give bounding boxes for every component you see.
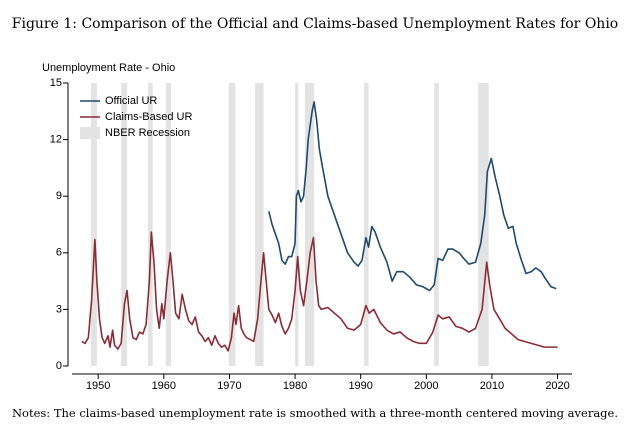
series-line (81, 231, 558, 352)
recession-band (255, 83, 264, 366)
x-tick-label: 1960 (152, 380, 176, 392)
recession-band (295, 83, 299, 366)
y-tick-label: 12 (50, 134, 62, 146)
x-tick-label: 1980 (283, 380, 307, 392)
recession-band (304, 83, 315, 366)
y-tick-label: 9 (56, 190, 62, 202)
axes: 0 3 6 9 12 15 1950 1960 1970 1980 1990 2000 2010 2020 (50, 77, 572, 392)
x-tick-label: 2020 (545, 380, 569, 392)
x-tick-label: 1970 (217, 380, 241, 392)
legend-label: Claims-Based UR (105, 111, 192, 123)
y-tick-label: 0 (56, 360, 62, 372)
legend: Official UR Claims-Based UR NBER Recession (80, 95, 192, 139)
y-tick-label: 15 (50, 77, 62, 89)
y-axis-label: Unemployment Rate - Ohio (42, 62, 175, 74)
chart-title: Figure 1: Comparison of the Official and… (12, 16, 618, 32)
x-tick-label: 2010 (480, 380, 504, 392)
lines (81, 101, 558, 352)
recession-band (363, 83, 369, 366)
x-tick-label: 1950 (86, 380, 110, 392)
recession-band (228, 83, 236, 366)
note: Notes: The claims-based unemployment rat… (12, 406, 618, 420)
y-tick-label: 6 (56, 247, 62, 259)
recession-band (90, 83, 97, 366)
series-line (268, 101, 557, 292)
legend-label: NBER Recession (105, 127, 190, 139)
recession-band (121, 83, 128, 366)
x-tick-label: 1990 (348, 380, 372, 392)
legend-label: Official UR (105, 95, 157, 107)
x-tick-label: 2000 (414, 380, 438, 392)
legend-swatch (80, 127, 100, 139)
recession-band (165, 83, 172, 366)
recession-band (434, 83, 439, 366)
y-tick-label: 3 (56, 303, 62, 315)
recession-band (148, 83, 153, 366)
